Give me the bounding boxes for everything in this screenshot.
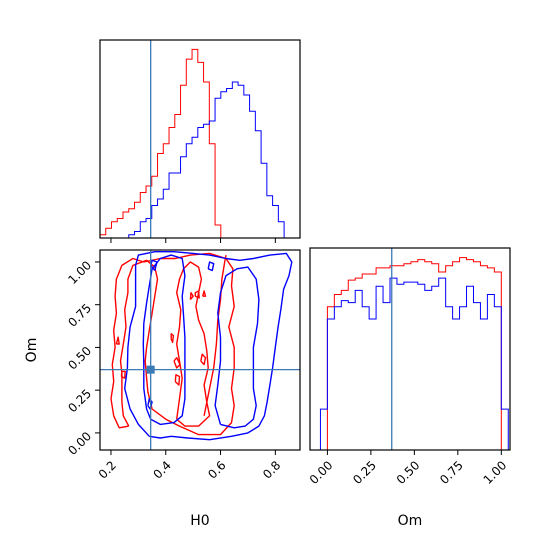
h0-marginal-ticks: [110, 238, 276, 243]
h0-hist-series: [99, 48, 296, 239]
joint-x-label: H0: [190, 513, 209, 529]
om-hist-series-0: [320, 257, 509, 451]
h0-marginal-frame: [99, 39, 301, 239]
contour-0-2: [203, 254, 227, 416]
om-hist-series-1: [319, 277, 509, 450]
om-x-tick-label: 0.50: [394, 458, 423, 487]
joint-y-tick-label: 0.50: [65, 344, 94, 373]
joint-y-tick-label: 0.00: [65, 429, 94, 458]
om-x-tick-label: 0.75: [437, 458, 466, 487]
joint-y-label: Om: [24, 338, 40, 363]
contour-0-6: [170, 333, 175, 343]
h0-hist-series-0: [99, 48, 296, 239]
joint-y-tick-label: 1.00: [65, 258, 94, 287]
joint-truth-marker: [146, 365, 155, 374]
h0-hist-series-1: [100, 81, 296, 239]
om-marginal-frame: [309, 247, 511, 451]
contour-0-3: [173, 357, 181, 369]
contour-0-9: [194, 290, 200, 299]
joint-frame: [99, 249, 301, 451]
om-x-tick-label: 0.25: [350, 458, 379, 487]
om-x-tick-label: 1.00: [481, 458, 510, 487]
joint-y-tick-label: 0.25: [65, 386, 94, 415]
contour-1-0: [124, 251, 293, 441]
contour-0-8: [115, 336, 120, 345]
contour-1-2: [214, 266, 260, 429]
om-marginal-panel: 0.00 0.25 0.50 0.75 1.00 Om: [307, 247, 511, 529]
om-x-ticks: 0.00 0.25 0.50 0.75 1.00: [307, 450, 510, 487]
contour-0-11: [189, 292, 194, 301]
joint-x-tick-label: 0.8: [260, 458, 283, 481]
om-x-label: Om: [398, 513, 423, 529]
om-x-tick-label: 0.00: [307, 458, 336, 487]
joint-x-tick-label: 0.2: [96, 458, 119, 481]
joint-y-ticks: 0.00 0.25 0.50 0.75 1.00: [65, 258, 100, 458]
contour-0-7: [120, 370, 126, 379]
contour-0-10: [202, 290, 207, 297]
joint-x-tick-label: 0.4: [150, 458, 173, 481]
contour-0-1: [176, 261, 211, 427]
joint-x-ticks: 0.2 0.4 0.6 0.8: [96, 450, 283, 482]
contour-1-5: [207, 261, 215, 272]
joint-panel: 0.2 0.4 0.6 0.8 0.00 0.25 0.50 0.75 1.00 H0 Om: [24, 249, 301, 529]
contour-1-3: [150, 259, 158, 271]
joint-y-tick-label: 0.75: [65, 301, 94, 330]
joint-contours: [110, 251, 293, 441]
om-hist-series: [319, 257, 509, 451]
contour-0-0: [110, 252, 235, 436]
contour-1-4: [147, 398, 153, 410]
h0-marginal-panel: [99, 39, 301, 243]
contour-1-1: [142, 254, 186, 426]
contour-0-5: [200, 353, 207, 366]
joint-x-tick-label: 0.6: [205, 458, 228, 481]
contour-0-4: [174, 374, 181, 386]
